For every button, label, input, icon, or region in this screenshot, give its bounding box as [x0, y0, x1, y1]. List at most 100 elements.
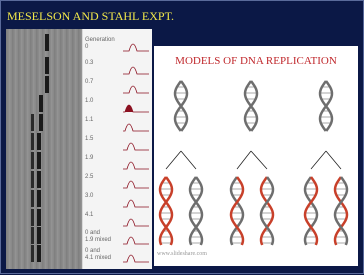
strand — [303, 176, 319, 246]
gel-band — [31, 190, 34, 207]
peak — [123, 161, 149, 170]
generation-label: 1.1 — [85, 117, 94, 123]
gel-band — [37, 245, 41, 262]
strand — [158, 176, 174, 246]
gel-streak — [30, 29, 32, 269]
gel-streak — [18, 29, 20, 269]
gel-streak — [12, 29, 14, 269]
strand — [229, 176, 245, 246]
generation-label: 1.9 — [85, 155, 94, 161]
gel-band — [37, 152, 41, 169]
strand — [259, 176, 275, 246]
generation-label: 1.0 — [85, 98, 94, 104]
gel-band — [31, 245, 34, 262]
gel-band — [45, 57, 49, 74]
gel-streak — [78, 29, 80, 269]
peak — [123, 123, 149, 132]
gel-streak — [24, 29, 26, 269]
gel-streak — [36, 29, 38, 269]
strand — [333, 176, 349, 246]
arrow — [180, 150, 197, 170]
generation-label: Generation 0 — [85, 37, 115, 50]
gel-streak — [15, 29, 17, 269]
strand — [158, 176, 174, 246]
gel-streak — [21, 29, 23, 269]
gel-band — [31, 209, 34, 226]
gel-band — [39, 95, 43, 112]
models-title: MODELS OF DNA REPLICATION — [175, 55, 337, 67]
slide-title: MESELSON AND STAHL EXPT. — [7, 9, 175, 23]
gel-streak — [42, 29, 44, 269]
peak — [123, 66, 149, 75]
gel-band — [37, 227, 41, 244]
strand — [188, 176, 204, 246]
generation-label: 0 and 1.9 mixed — [85, 230, 112, 243]
peak — [123, 254, 149, 263]
gel-band — [31, 227, 34, 244]
generation-label: 1.5 — [85, 136, 94, 142]
strand — [243, 80, 259, 132]
gel-streak — [27, 29, 29, 269]
helix-diagrams — [158, 80, 349, 246]
arrow — [165, 150, 182, 170]
generation-label: 4.1 — [85, 212, 94, 218]
credit: www.slideshare.com — [157, 251, 207, 257]
gel-streak — [6, 29, 8, 269]
gel-band — [37, 209, 41, 226]
gel-streak — [54, 29, 56, 269]
strand — [188, 176, 204, 246]
gel-band — [45, 34, 49, 51]
generation-label: 2.5 — [85, 174, 94, 180]
gel-streak — [9, 29, 11, 269]
gel-band — [37, 190, 41, 207]
gel-streak — [48, 29, 50, 269]
gel-band — [31, 114, 34, 131]
gel-streak — [75, 29, 77, 269]
gel-streak — [57, 29, 59, 269]
strand — [229, 176, 245, 246]
density-peaks — [123, 43, 149, 263]
generation-label: 0.3 — [85, 60, 94, 66]
generation-label: 3.0 — [85, 193, 94, 199]
gel-streak — [63, 29, 65, 269]
strand — [318, 80, 334, 132]
gel-band — [37, 171, 41, 188]
gel-streak — [72, 29, 74, 269]
peak — [123, 218, 149, 227]
generation-label: 0 and 4.1 mixed — [85, 248, 112, 261]
gel-bands — [6, 29, 83, 269]
gel-image — [6, 29, 82, 269]
arrow — [325, 150, 342, 170]
peak — [123, 104, 149, 113]
gel-band — [31, 171, 34, 188]
gel-streak — [66, 29, 68, 269]
peak — [123, 142, 149, 151]
gel-streak — [81, 29, 83, 269]
arrow — [250, 150, 268, 170]
peak — [123, 85, 149, 94]
gel-streak — [69, 29, 71, 269]
peak — [123, 236, 149, 245]
gel-band — [31, 133, 34, 150]
strand — [173, 80, 189, 132]
label-panel — [82, 29, 152, 269]
arrow — [236, 150, 252, 170]
gel-streak — [60, 29, 62, 269]
gel-streak — [51, 29, 53, 269]
gel-band — [45, 76, 49, 93]
peak — [123, 199, 149, 208]
strand — [259, 176, 275, 246]
gel-band — [37, 133, 41, 150]
gel-band — [39, 114, 43, 131]
models-panel — [154, 46, 358, 266]
strand — [303, 176, 319, 246]
peak — [123, 180, 149, 189]
gel-band — [31, 152, 34, 169]
gel-streak — [45, 29, 47, 269]
arrow — [310, 150, 327, 170]
generation-label: 0.7 — [85, 79, 94, 85]
peak — [123, 43, 149, 52]
strand — [333, 176, 349, 246]
